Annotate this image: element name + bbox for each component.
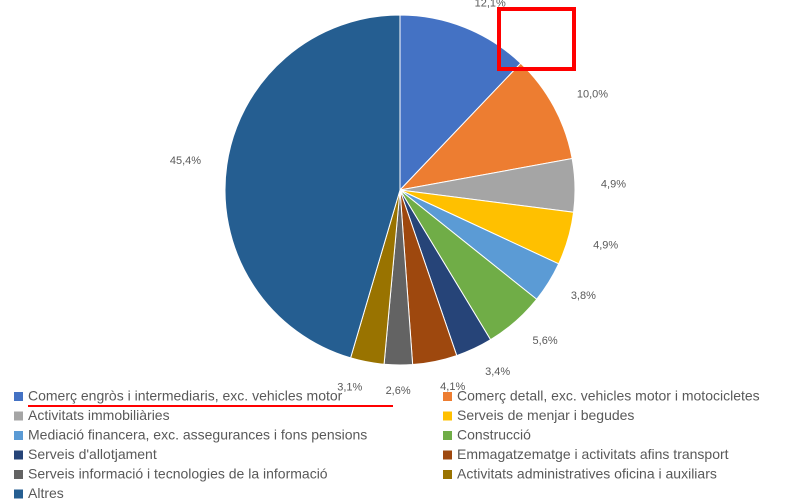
legend-swatch (14, 411, 23, 421)
value-label: 3,1% (337, 381, 362, 393)
legend-label: Mediació financera, exc. assegurances i … (28, 427, 367, 443)
highlight-box (497, 7, 576, 71)
legend-label: Construcció (457, 427, 531, 443)
value-label: 4,9% (593, 240, 618, 252)
value-label: 4,9% (601, 179, 626, 191)
legend-label: Serveis d'allotjament (28, 446, 157, 462)
value-label: 3,8% (571, 290, 596, 302)
pie (224, 14, 576, 366)
pie-slice (398, 62, 573, 191)
legend-label: Comerç detall, exc. vehicles motor i mot… (457, 388, 760, 404)
value-label: 3,4% (485, 366, 510, 378)
legend-swatch (443, 392, 452, 401)
legend-swatch (443, 411, 452, 421)
legend-label: Serveis informació i tecnologies de la i… (28, 466, 328, 482)
value-label: 2,6% (386, 385, 411, 397)
legend-swatch (443, 470, 452, 479)
pie-slice (399, 14, 522, 192)
value-label: 10,0% (577, 88, 608, 100)
legend-swatch (14, 450, 23, 460)
legend-swatch (14, 392, 23, 401)
legend-label: Comerç engròs i intermediaris, exc. vehi… (28, 388, 343, 404)
value-label: 4,1% (440, 381, 465, 393)
legend-label: Altres (28, 485, 64, 501)
legend-label: Serveis de menjar i begudes (457, 407, 634, 423)
legend-label: Emmagatzematge i activitats afins transp… (457, 446, 729, 462)
legend-swatch (14, 470, 23, 479)
value-label: 5,6% (533, 335, 558, 347)
legend-swatch (443, 450, 452, 460)
legend-label: Activitats administratives oficina i aux… (457, 466, 717, 482)
value-label: 12,1% (475, 0, 506, 9)
legend-swatch (14, 431, 23, 440)
legend-label: Activitats immobiliàries (28, 407, 170, 423)
pie-slice (224, 14, 401, 359)
legend-swatch (443, 431, 452, 440)
value-label: 45,4% (170, 155, 201, 167)
legend-swatch (14, 489, 23, 499)
